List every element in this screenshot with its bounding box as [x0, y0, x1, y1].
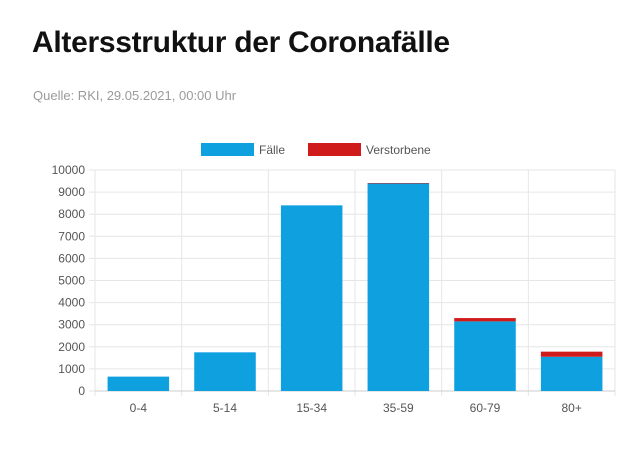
y-tick-label: 3000	[58, 318, 85, 332]
y-tick-label: 10000	[52, 163, 86, 177]
y-tick-label: 1000	[58, 362, 85, 376]
legend-label-deaths: Verstorbene	[366, 143, 431, 157]
y-tick-label: 8000	[58, 207, 85, 221]
x-tick-label: 35-59	[383, 401, 414, 415]
bar-cases-60-79	[454, 321, 516, 391]
y-tick-label: 5000	[58, 274, 85, 288]
bar-deaths-80+	[540, 351, 603, 357]
legend-swatch-deaths	[308, 143, 361, 156]
y-tick-label: 2000	[58, 340, 85, 354]
bar-deaths-60-79	[454, 318, 516, 322]
chart-title: Altersstruktur der Coronafälle	[32, 26, 450, 59]
bar-cases-15-34	[280, 205, 343, 391]
x-tick-label: 60-79	[470, 401, 501, 415]
legend-label-cases: Fälle	[259, 143, 285, 157]
x-tick-label: 5-14	[213, 401, 237, 415]
bar-cases-0-4	[107, 376, 170, 391]
bar-cases-35-59	[367, 183, 430, 391]
bar-cases-80+	[540, 356, 603, 391]
y-tick-label: 7000	[58, 229, 85, 243]
y-tick-label: 9000	[58, 185, 85, 199]
y-tick-label: 0	[78, 384, 85, 398]
chart-source: Quelle: RKI, 29.05.2021, 00:00 Uhr	[33, 88, 237, 103]
y-tick-label: 4000	[58, 296, 85, 310]
x-tick-label: 0-4	[130, 401, 148, 415]
legend-swatch-cases	[201, 143, 254, 156]
bar-deaths-35-59	[367, 183, 430, 184]
y-tick-label: 6000	[58, 251, 85, 265]
x-tick-label: 80+	[561, 401, 581, 415]
x-tick-label: 15-34	[296, 401, 327, 415]
bar-cases-5-14	[194, 352, 256, 391]
